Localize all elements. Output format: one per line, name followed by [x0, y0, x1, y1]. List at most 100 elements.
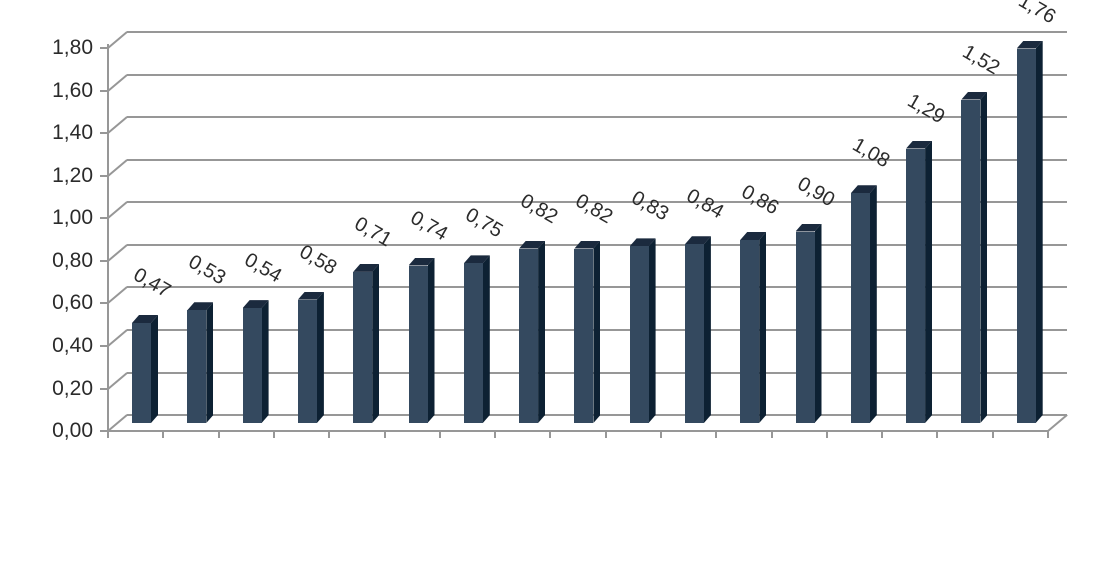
bar-side-face	[759, 232, 767, 423]
bar-top-face	[1016, 40, 1043, 49]
bar-value-label: 0,82	[572, 189, 617, 228]
bar	[463, 255, 490, 423]
y-axis-tick-label: 1,60	[52, 78, 93, 102]
y-axis-tick-label: 1,20	[52, 163, 93, 187]
bar	[961, 91, 988, 423]
bar-top-face	[906, 140, 933, 149]
y-axis-tick-label: 0,60	[52, 291, 93, 315]
y-axis-tick	[100, 89, 108, 92]
bar-side-face	[925, 140, 933, 423]
bar-side-face	[261, 300, 269, 423]
bar	[740, 232, 767, 423]
x-axis-tick	[825, 431, 828, 438]
y-axis-tick	[100, 387, 108, 390]
y-axis-tick-label: 0,20	[52, 376, 93, 400]
x-axis-tick	[328, 431, 331, 438]
bar-side-face	[980, 91, 988, 423]
bar-side-face	[206, 302, 214, 423]
bar-side-face	[814, 223, 822, 423]
y-axis-tick	[100, 47, 108, 49]
floor-right-edge	[1047, 414, 1068, 432]
bar-value-label: 0,71	[350, 212, 396, 252]
bar-value-label: 0,90	[793, 172, 838, 211]
y-axis-tick-label: 0,40	[52, 333, 93, 357]
y-axis-tick-label: 1,80	[52, 36, 93, 59]
bar-top-face	[519, 240, 546, 249]
bar-value-label: 0,83	[627, 187, 672, 226]
bar	[906, 140, 933, 423]
gridline	[127, 158, 1067, 161]
bar-front-face	[1016, 48, 1036, 423]
bar-top-face	[353, 263, 380, 272]
x-axis-tick	[770, 431, 773, 438]
bar-side-face	[1035, 40, 1043, 423]
y-axis-tick-label: 0,00	[52, 419, 93, 442]
bar-side-face	[151, 315, 158, 423]
bar-top-face	[961, 91, 988, 100]
bar-front-face	[297, 299, 317, 423]
bar-top-face	[574, 240, 601, 249]
gridline-depth-connector	[107, 329, 128, 347]
bar-front-face	[242, 308, 262, 423]
bar	[1016, 40, 1043, 423]
bar-value-label: 0,75	[461, 204, 507, 243]
bar-front-face	[574, 248, 594, 423]
bar-front-face	[684, 244, 704, 423]
bar-front-face	[740, 240, 760, 423]
y-axis-tick	[100, 430, 108, 432]
y-axis-tick	[100, 302, 108, 305]
bar-top-face	[463, 255, 490, 264]
bar-front-face	[850, 193, 870, 423]
bar-front-face	[353, 271, 373, 423]
x-axis-tick	[549, 431, 552, 438]
bar-front-face	[629, 246, 649, 423]
gridline-depth-connector	[107, 286, 128, 305]
gridline-depth-connector	[107, 116, 128, 134]
x-axis-tick	[881, 431, 884, 438]
gridline-depth-connector	[107, 73, 128, 92]
x-axis-tick	[1047, 431, 1049, 438]
bar-front-face	[519, 248, 539, 423]
x-axis-tick	[604, 431, 607, 438]
bar	[574, 240, 601, 423]
bar	[132, 315, 158, 423]
bar-front-face	[961, 99, 981, 423]
bar	[684, 236, 711, 423]
bar-side-face	[427, 257, 435, 423]
bar-front-face	[463, 263, 483, 423]
gridline	[127, 73, 1067, 76]
bar-front-face	[906, 148, 926, 423]
gridline-depth-connector	[107, 201, 128, 219]
bar-side-face	[482, 255, 490, 423]
bar-side-face	[593, 240, 601, 423]
y-axis-line	[107, 44, 109, 432]
bar-side-face	[648, 238, 656, 423]
bar-top-face	[629, 238, 656, 247]
y-axis-tick-label: 1,00	[52, 206, 93, 230]
bar-side-face	[316, 291, 324, 423]
bar-top-face	[242, 300, 269, 309]
bar-front-face	[187, 310, 207, 423]
bar-front-face	[795, 231, 815, 423]
bar-value-label: 0,82	[516, 189, 562, 228]
bar-front-face	[408, 265, 428, 423]
x-axis-tick	[107, 431, 109, 438]
bar-side-face	[703, 236, 711, 423]
gridline-depth-connector	[107, 31, 128, 49]
y-axis-tick	[100, 259, 108, 262]
bar	[353, 263, 380, 423]
bar-top-face	[850, 185, 877, 194]
gridline	[127, 201, 1067, 204]
bar	[850, 185, 877, 423]
y-axis-tick	[100, 217, 108, 220]
y-axis-tick	[100, 132, 108, 135]
bar-value-label: 1,29	[903, 89, 949, 128]
bar-top-face	[297, 291, 324, 300]
bar-value-label: 1,08	[848, 133, 894, 173]
bar-value-label: 0,47	[129, 263, 175, 303]
bar-value-label: 0,58	[295, 240, 341, 279]
bar-side-face	[372, 263, 380, 423]
y-axis-tick-label: 0,80	[52, 248, 93, 272]
x-axis-tick	[494, 431, 497, 438]
